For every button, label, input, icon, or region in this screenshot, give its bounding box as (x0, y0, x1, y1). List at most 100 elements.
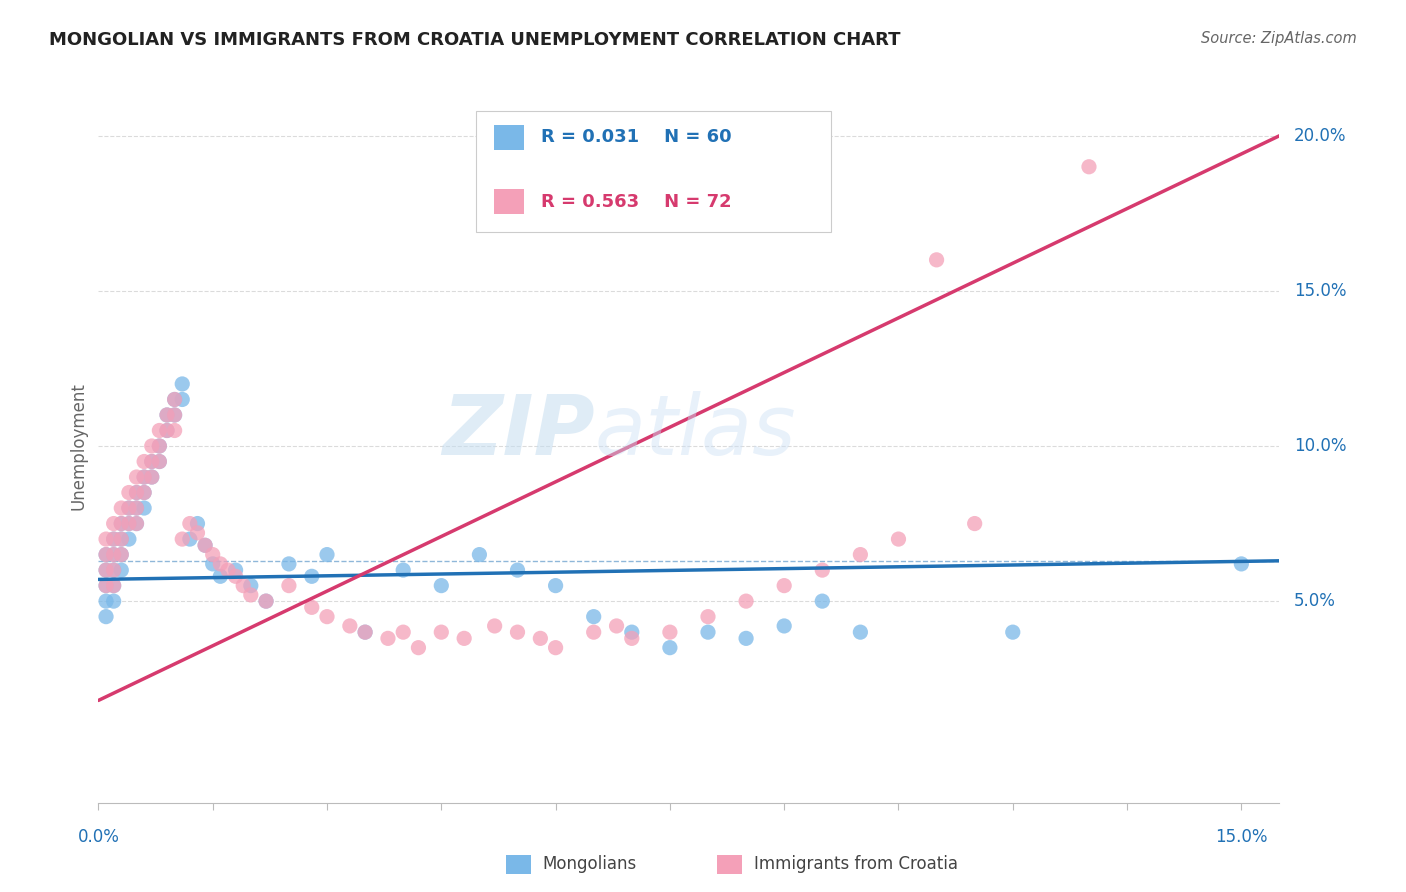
Point (94, 594, 117, 608)
Text: R = 0.031    N = 60: R = 0.031 N = 60 (541, 128, 733, 146)
Point (110, 548, 132, 562)
Point (277, 557, 299, 571)
Point (544, 640, 567, 655)
Point (301, 569, 323, 583)
Bar (494, 125, 523, 150)
Point (163, 392, 186, 407)
Point (134, 454, 156, 468)
Point (1230, 557, 1253, 571)
Point (225, 563, 247, 577)
Point (697, 625, 720, 640)
Point (125, 516, 148, 531)
Point (186, 525, 208, 540)
Point (156, 424, 179, 438)
Point (735, 632, 758, 646)
Point (232, 579, 254, 593)
Point (658, 625, 681, 640)
Point (156, 408, 179, 422)
Point (163, 408, 186, 422)
Point (141, 470, 163, 484)
Point (125, 470, 148, 484)
Point (179, 532, 201, 546)
Text: MONGOLIAN VS IMMIGRANTS FROM CROATIA UNEMPLOYMENT CORRELATION CHART: MONGOLIAN VS IMMIGRANTS FROM CROATIA UNE… (49, 31, 901, 49)
Point (141, 470, 163, 484)
Point (125, 516, 148, 531)
Point (94, 563, 117, 577)
Point (172, 392, 194, 407)
Point (163, 392, 186, 407)
Point (94, 579, 117, 593)
Point (103, 532, 125, 546)
Point (103, 563, 125, 577)
Point (134, 470, 156, 484)
Point (239, 579, 262, 593)
Point (125, 485, 148, 500)
Point (148, 439, 170, 453)
Point (118, 501, 141, 516)
Point (582, 609, 605, 624)
Point (620, 625, 643, 640)
Point (735, 594, 758, 608)
Point (773, 579, 796, 593)
Point (1078, 160, 1101, 174)
Point (849, 625, 872, 640)
Point (110, 548, 132, 562)
Point (148, 439, 170, 453)
Point (484, 619, 506, 633)
Point (811, 594, 834, 608)
Point (468, 548, 491, 562)
Text: Immigrants from Croatia: Immigrants from Croatia (754, 855, 957, 873)
Point (134, 485, 156, 500)
Point (172, 376, 194, 391)
Point (179, 516, 201, 531)
Point (392, 625, 415, 640)
Point (254, 594, 277, 608)
Point (506, 625, 529, 640)
Point (225, 569, 247, 583)
Point (94, 532, 117, 546)
Point (201, 548, 224, 562)
Point (887, 532, 910, 546)
Point (103, 579, 125, 593)
Point (316, 609, 339, 624)
Point (141, 439, 163, 453)
Point (658, 640, 681, 655)
Point (118, 532, 141, 546)
Point (194, 538, 217, 552)
Point (156, 424, 179, 438)
Point (963, 516, 986, 531)
Y-axis label: Unemployment: Unemployment (69, 382, 87, 510)
Point (118, 501, 141, 516)
Point (339, 619, 361, 633)
Text: ZIP: ZIP (441, 392, 595, 472)
Point (697, 609, 720, 624)
Point (125, 501, 148, 516)
Point (377, 632, 399, 646)
Point (94, 579, 117, 593)
Point (148, 454, 170, 468)
Point (134, 501, 156, 516)
Point (103, 548, 125, 562)
Point (103, 594, 125, 608)
Point (606, 619, 628, 633)
Point (141, 454, 163, 468)
Point (118, 516, 141, 531)
Point (94, 563, 117, 577)
Text: 20.0%: 20.0% (1294, 127, 1346, 145)
Text: 15.0%: 15.0% (1294, 282, 1346, 300)
Point (773, 619, 796, 633)
Point (163, 424, 186, 438)
Point (392, 563, 415, 577)
Point (209, 569, 232, 583)
Point (849, 548, 872, 562)
Point (1001, 625, 1024, 640)
Point (134, 470, 156, 484)
Text: Mongolians: Mongolians (543, 855, 637, 873)
Point (217, 563, 239, 577)
Point (194, 538, 217, 552)
Point (506, 563, 529, 577)
Point (103, 548, 125, 562)
Text: R = 0.563    N = 72: R = 0.563 N = 72 (541, 193, 733, 211)
Point (110, 532, 132, 546)
Point (163, 408, 186, 422)
